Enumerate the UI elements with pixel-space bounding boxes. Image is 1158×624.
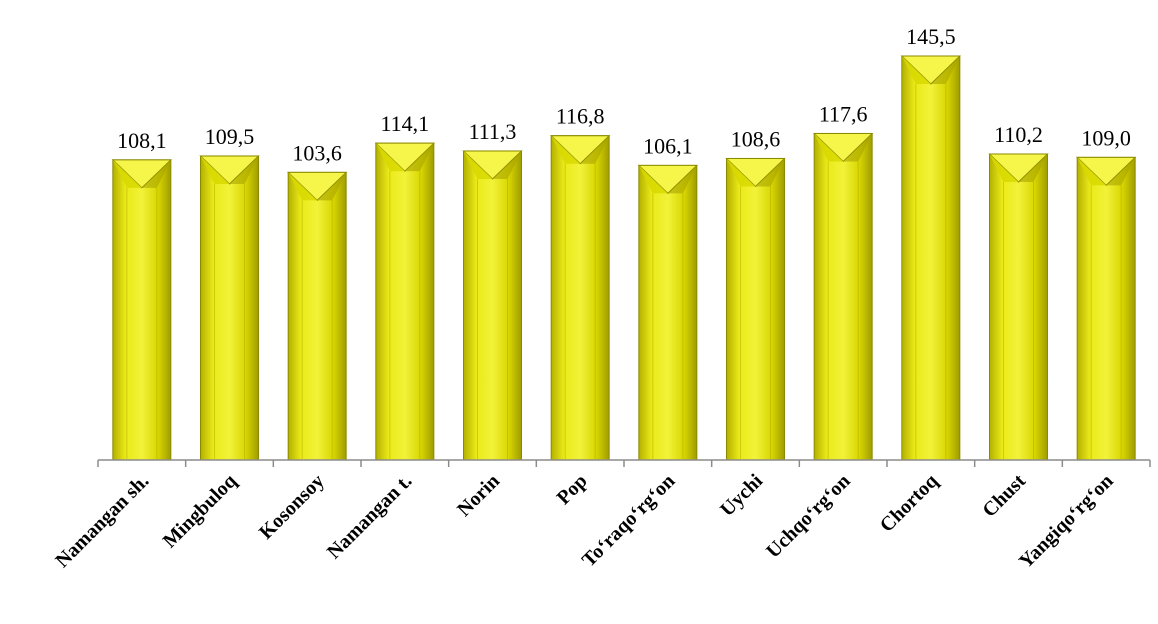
bar-1 <box>111 159 173 461</box>
bar-cap-right-facet <box>1018 154 1048 183</box>
data-label: 109,0 <box>1081 125 1131 150</box>
bar-9 <box>812 132 874 461</box>
bar-10 <box>900 55 962 461</box>
x-tick-label: Mingbuloq <box>159 470 241 552</box>
bar-6 <box>549 135 611 461</box>
data-label: 109,5 <box>205 124 255 149</box>
x-axis <box>97 459 1151 467</box>
bar-cap-right-facet <box>492 150 522 179</box>
bar-cap-left-facet <box>901 56 931 84</box>
bar-cap-left-facet <box>814 133 844 162</box>
bar-cap-right-facet <box>930 56 960 84</box>
bar-body <box>726 157 785 461</box>
x-tick-label: Namangan sh. <box>51 470 153 572</box>
bar-cap-left-facet <box>200 155 230 184</box>
bar-cap-right-facet <box>843 133 873 162</box>
data-label: 145,5 <box>906 24 956 49</box>
bar-cap-left-facet <box>1077 157 1107 186</box>
x-tick-label: Pop <box>553 470 592 509</box>
bar-cap-left-facet <box>288 172 318 201</box>
bar-body <box>989 153 1048 461</box>
data-label: 103,6 <box>292 140 342 165</box>
x-tick-label: Yangiqo‘rg‘on <box>1015 470 1118 573</box>
bar-cap-left-facet <box>551 135 581 164</box>
x-tick-label: Chortoq <box>876 470 943 537</box>
data-label: 114,1 <box>380 111 429 136</box>
bar-7 <box>637 164 699 461</box>
bar-2 <box>199 155 260 461</box>
bar-body <box>463 150 522 461</box>
x-tick-label: Uchqo‘rg‘on <box>762 470 855 563</box>
bar-11 <box>988 153 1049 461</box>
x-tick-label: Norin <box>453 470 504 521</box>
bar-cap-right-facet <box>1106 157 1136 186</box>
x-tick-label: Uychi <box>716 470 767 521</box>
data-label: 110,2 <box>994 122 1043 147</box>
bar-body <box>200 155 259 461</box>
data-label: 108,6 <box>731 126 781 151</box>
bar-4 <box>374 142 436 461</box>
bar-cap-left-facet <box>112 159 142 188</box>
bar-cap-left-facet <box>638 165 668 194</box>
bar-12 <box>1075 156 1137 461</box>
data-label: 108,1 <box>117 128 167 153</box>
bar-8 <box>725 157 786 461</box>
bar-cap-left-facet <box>726 158 756 187</box>
bar-cap-right-facet <box>755 158 785 187</box>
bar-cap-right-facet <box>317 172 347 201</box>
bar-body <box>550 135 610 461</box>
bars-layer <box>111 55 1137 461</box>
bar-body <box>638 164 698 461</box>
bar-body <box>813 132 873 461</box>
bar-5 <box>462 150 523 461</box>
bar-body <box>375 142 435 461</box>
bar-cap-right-facet <box>667 165 697 194</box>
bar-cap-right-facet <box>141 159 171 188</box>
bar-3 <box>286 171 348 461</box>
bar-body <box>112 159 172 461</box>
value-labels: 108,1 109,5 103,6 114,1 111,3 116,8 106,1 108,6… <box>117 24 1131 165</box>
bar-cap-right-facet <box>404 143 434 172</box>
bar-body <box>901 55 961 461</box>
bar-cap-left-facet <box>989 154 1019 183</box>
bar-cap-left-facet <box>463 150 493 179</box>
x-tick-label: To‘raqo‘rg‘on <box>578 470 679 571</box>
x-tick-label: Chust <box>978 470 1030 522</box>
data-label: 111,3 <box>469 119 517 144</box>
bar-cap-left-facet <box>375 143 405 172</box>
bar-cap-right-facet <box>580 135 610 164</box>
data-label: 116,8 <box>556 104 605 129</box>
x-tick-label: Namangan t. <box>323 470 416 563</box>
bar-cap-right-facet <box>229 155 259 184</box>
data-label: 106,1 <box>643 133 693 158</box>
bar-body <box>287 171 347 461</box>
data-label: 117,6 <box>819 101 868 126</box>
bar-body <box>1076 156 1136 461</box>
x-tick-label: Kosonsoy <box>255 470 329 544</box>
